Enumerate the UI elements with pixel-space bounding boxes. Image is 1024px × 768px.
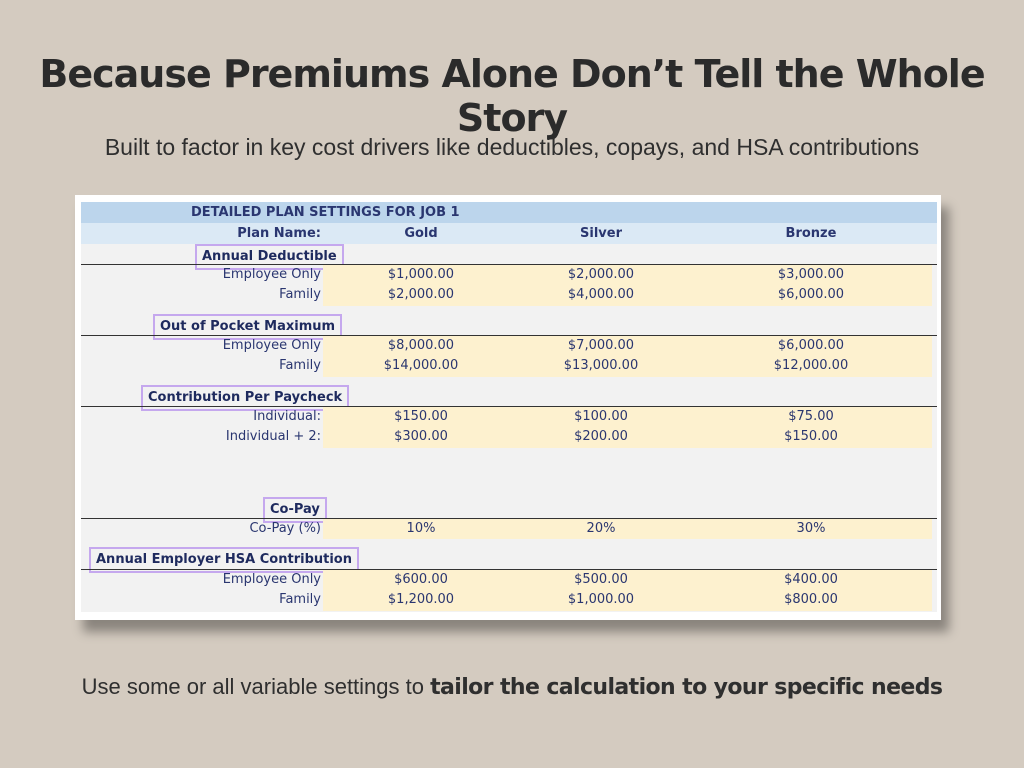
value-gold[interactable]: $2,000.00: [387, 287, 455, 302]
table-row: Family $1,200.00 $1,000.00 $800.00: [81, 590, 937, 610]
value-bronze[interactable]: $400.00: [784, 572, 838, 587]
section-annual-deductible: Annual Deductible: [195, 244, 344, 270]
plan-name-label: Plan Name:: [237, 226, 321, 241]
value-silver[interactable]: $7,000.00: [567, 338, 635, 353]
input-band: [323, 570, 932, 611]
divider-line: [81, 264, 937, 265]
value-bronze[interactable]: $12,000.00: [773, 358, 849, 373]
table-row: Family $2,000.00 $4,000.00 $6,000.00: [81, 285, 937, 305]
value-silver[interactable]: $200.00: [574, 429, 628, 444]
table-row: Employee Only $600.00 $500.00 $400.00: [81, 570, 937, 590]
value-gold[interactable]: $600.00: [394, 572, 448, 587]
spreadsheet-screenshot: DETAILED PLAN SETTINGS FOR JOB 1 Plan Na…: [75, 195, 941, 620]
value-silver[interactable]: $100.00: [574, 409, 628, 424]
plan-name-row: Plan Name: Gold Silver Bronze: [81, 223, 937, 244]
plan-gold-header: Gold: [404, 226, 438, 241]
value-gold[interactable]: $8,000.00: [387, 338, 455, 353]
section-out-of-pocket-maximum: Out of Pocket Maximum: [153, 314, 343, 340]
value-silver[interactable]: $500.00: [574, 572, 628, 587]
value-bronze[interactable]: $150.00: [784, 429, 838, 444]
plan-bronze-header: Bronze: [785, 226, 837, 241]
section-contribution-per-paycheck: Contribution Per Paycheck: [141, 385, 350, 411]
divider-line: [81, 569, 937, 570]
divider-line: [81, 406, 937, 407]
value-bronze[interactable]: $6,000.00: [777, 338, 845, 353]
row-label: Family: [279, 592, 321, 607]
input-band: [323, 407, 932, 448]
headline: Because Premiums Alone Don’t Tell the Wh…: [39, 52, 985, 140]
value-gold[interactable]: 10%: [406, 521, 436, 536]
divider-line: [81, 518, 937, 519]
input-band: [323, 519, 932, 539]
value-gold[interactable]: $1,200.00: [387, 592, 455, 607]
footer-emphasis: tailor the calculation to your specific …: [430, 675, 943, 700]
row-label: Family: [279, 287, 321, 302]
section-annual-employer-hsa-contribution: Annual Employer HSA Contribution: [89, 547, 359, 573]
table-row: Employee Only $8,000.00 $7,000.00 $6,000…: [81, 336, 937, 356]
value-gold[interactable]: $150.00: [394, 409, 448, 424]
sheet-title: DETAILED PLAN SETTINGS FOR JOB 1: [191, 205, 460, 220]
sheet-title-row: DETAILED PLAN SETTINGS FOR JOB 1: [81, 202, 937, 223]
table-row: Co-Pay (%) 10% 20% 30%: [81, 519, 937, 539]
subheadline: Built to factor in key cost drivers like…: [104, 134, 920, 160]
value-silver[interactable]: 20%: [586, 521, 616, 536]
plan-settings-grid: DETAILED PLAN SETTINGS FOR JOB 1 Plan Na…: [81, 202, 937, 612]
value-silver[interactable]: $1,000.00: [567, 592, 635, 607]
row-label: Employee Only: [222, 572, 321, 587]
value-gold[interactable]: $300.00: [394, 429, 448, 444]
footer-caption: Use some or all variable settings to tai…: [0, 674, 1024, 700]
value-bronze[interactable]: $3,000.00: [777, 267, 845, 282]
value-silver[interactable]: $2,000.00: [567, 267, 635, 282]
value-gold[interactable]: $14,000.00: [383, 358, 459, 373]
input-band: [323, 265, 932, 306]
row-label: Co-Pay (%): [249, 521, 321, 536]
value-bronze[interactable]: $800.00: [784, 592, 838, 607]
value-bronze[interactable]: $75.00: [788, 409, 834, 424]
table-row: Employee Only $1,000.00 $2,000.00 $3,000…: [81, 265, 937, 285]
value-bronze[interactable]: 30%: [796, 521, 826, 536]
row-label: Individual:: [253, 409, 321, 424]
divider-line: [81, 335, 937, 336]
plan-silver-header: Silver: [580, 226, 622, 241]
footer-prefix: Use some or all variable settings to: [81, 674, 431, 699]
table-row: Individual + 2: $300.00 $200.00 $150.00: [81, 427, 937, 447]
value-bronze[interactable]: $6,000.00: [777, 287, 845, 302]
row-label: Family: [279, 358, 321, 373]
value-silver[interactable]: $13,000.00: [563, 358, 639, 373]
value-silver[interactable]: $4,000.00: [567, 287, 635, 302]
row-label: Employee Only: [222, 338, 321, 353]
value-gold[interactable]: $1,000.00: [387, 267, 455, 282]
input-band: [323, 336, 932, 377]
section-co-pay: Co-Pay: [263, 497, 327, 523]
row-label: Individual + 2:: [225, 429, 321, 444]
row-label: Employee Only: [222, 267, 321, 282]
table-row: Individual: $150.00 $100.00 $75.00: [81, 407, 937, 427]
table-row: Family $14,000.00 $13,000.00 $12,000.00: [81, 356, 937, 376]
